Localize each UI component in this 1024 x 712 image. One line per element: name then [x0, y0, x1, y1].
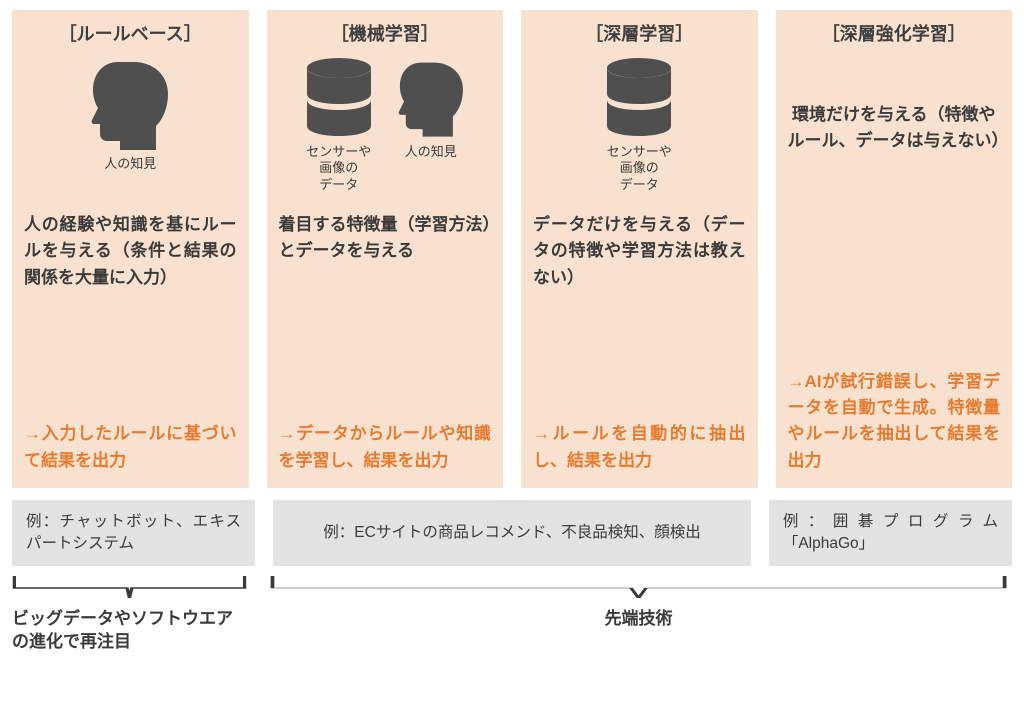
icon-caption: 人の知見 — [104, 156, 156, 172]
database-icon — [602, 56, 676, 140]
col-drl: ［深層強化学習］ 環境だけを与える（特徴やルール、データは与えない） →AIが試… — [776, 10, 1013, 488]
example-2: 例：ECサイトの商品レコメンド、不良品検知、顔検出 — [273, 500, 751, 566]
example-2-text: 例：ECサイトの商品レコメンド、不良品検知、顔検出 — [323, 522, 700, 544]
icon-head: 人の知見 — [86, 56, 174, 172]
card-desc: 着目する特徴量（学習方法）とデータを与える — [279, 212, 492, 265]
bracket-icon — [12, 574, 247, 602]
card-desc: 人の経験や知識を基にルールを与える（条件と結果の関係を大量に入力） — [24, 212, 237, 291]
col-ml: ［機械学習］ センサーや画像のデータ 人の知見 着目する — [267, 10, 504, 488]
example-1: 例：チャットボット、エキスパートシステム — [12, 500, 255, 566]
card-result: →データからルールや知識を学習し、結果を出力 — [279, 421, 492, 474]
card-ml: ［機械学習］ センサーや画像のデータ 人の知見 着目する — [267, 10, 504, 488]
icon-db: センサーや画像のデータ — [602, 56, 676, 193]
columns-container: ［ルールベース］ 人の知見 人の経験や知識を基にルールを与える（条件と結果の関係… — [12, 10, 1012, 488]
icon-row: センサーや画像のデータ — [533, 56, 746, 206]
card-title: ［ルールベース］ — [24, 20, 237, 46]
icon-head: 人の知見 — [394, 56, 468, 160]
card-result: →入力したルールに基づいて結果を出力 — [24, 421, 237, 474]
head-icon — [394, 56, 468, 140]
card-dl: ［深層学習］ センサーや画像のデータ データだけを与える（データの特徴や学習方法… — [521, 10, 758, 488]
col-rule-based: ［ルールベース］ 人の知見 人の経験や知識を基にルールを与える（条件と結果の関係… — [12, 10, 249, 488]
example-3: 例：囲碁プログラム「AlphaGo」 — [769, 500, 1012, 566]
card-result: →ルールを自動的に抽出し、結果を出力 — [533, 421, 746, 474]
bracket-label-2: 先端技術 — [604, 608, 672, 631]
database-icon — [302, 56, 376, 140]
bracket-label-1: ビッグデータやソフトウエアの進化で再注目 — [12, 608, 247, 654]
card-result: →AIが試行錯誤し、学習データを自動で生成。特徴量やルールを抽出して結果を出力 — [788, 369, 1001, 474]
icon-caption: センサーや画像のデータ — [607, 144, 672, 193]
env-text: 環境だけを与える（特徴やルール、データは与えない） — [788, 102, 1001, 155]
card-rule-based: ［ルールベース］ 人の知見 人の経験や知識を基にルールを与える（条件と結果の関係… — [12, 10, 249, 488]
card-title: ［機械学習］ — [279, 20, 492, 46]
bracket-row: ビッグデータやソフトウエアの進化で再注目 先端技術 — [12, 574, 1012, 654]
icon-caption: 人の知見 — [405, 144, 457, 160]
bracket-icon — [265, 574, 1012, 602]
head-icon — [86, 56, 174, 152]
icon-row: 人の知見 — [24, 56, 237, 206]
card-title: ［深層強化学習］ — [788, 20, 1001, 46]
example-row: 例：チャットボット、エキスパートシステム 例：ECサイトの商品レコメンド、不良品… — [12, 500, 1012, 566]
card-title: ［深層学習］ — [533, 20, 746, 46]
icon-db: センサーや画像のデータ — [302, 56, 376, 193]
card-desc: データだけを与える（データの特徴や学習方法は教えない） — [533, 212, 746, 291]
bracket-2: 先端技術 — [265, 574, 1012, 654]
card-drl: ［深層強化学習］ 環境だけを与える（特徴やルール、データは与えない） →AIが試… — [776, 10, 1013, 488]
col-dl: ［深層学習］ センサーや画像のデータ データだけを与える（データの特徴や学習方法… — [521, 10, 758, 488]
bracket-1: ビッグデータやソフトウエアの進化で再注目 — [12, 574, 247, 654]
icon-caption: センサーや画像のデータ — [306, 144, 371, 193]
icon-row: センサーや画像のデータ 人の知見 — [279, 56, 492, 206]
